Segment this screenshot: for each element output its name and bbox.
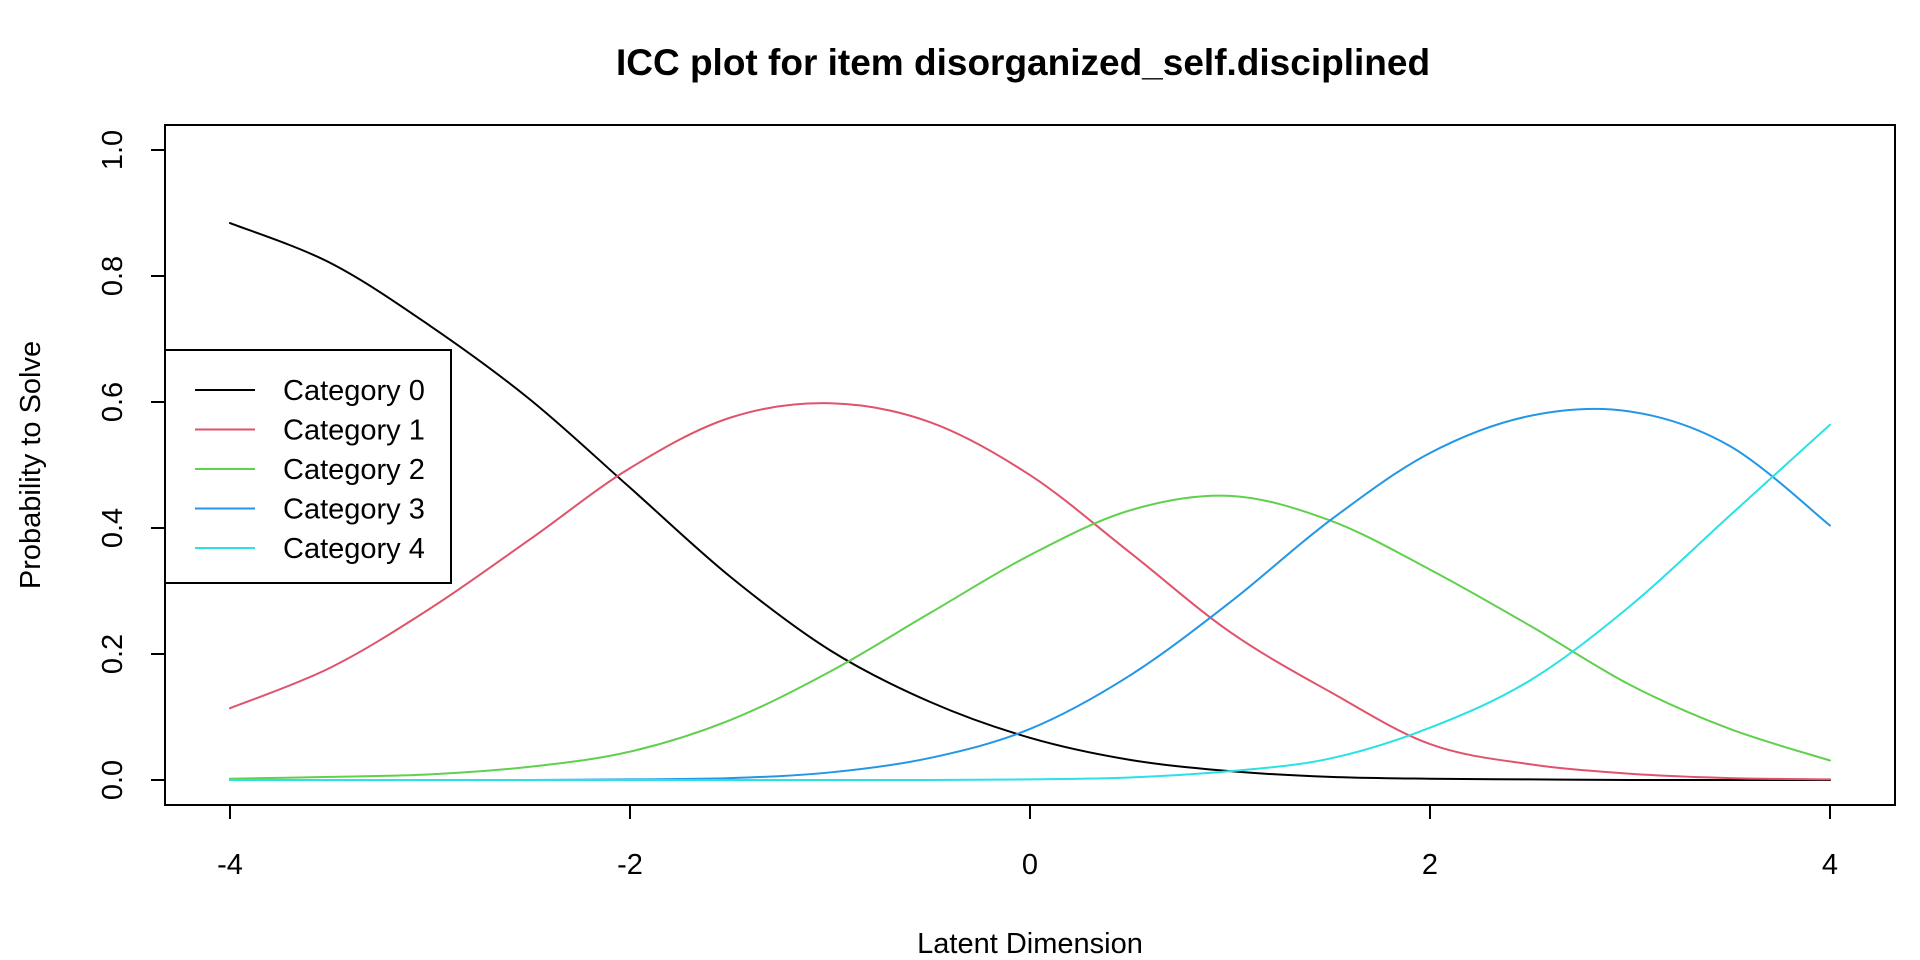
- series-line-category-3: [229, 407, 1831, 782]
- legend-label-category-2: Category 2: [283, 454, 425, 486]
- y-tick-label: 1.0: [97, 130, 129, 170]
- x-axis-label: Latent Dimension: [917, 928, 1143, 960]
- y-tick-label: 0.8: [97, 256, 129, 296]
- y-tick-label: 0.2: [97, 634, 129, 674]
- series-layer: [229, 222, 1831, 782]
- series-line-category-2: [229, 494, 1831, 780]
- legend: Category 0 Category 1 Category 2 Category 3…: [164, 349, 452, 584]
- x-tick-label: 2: [1422, 849, 1438, 881]
- legend-label-category-3: Category 3: [283, 494, 425, 526]
- legend-box: [164, 349, 452, 584]
- x-tick-label: 0: [1022, 849, 1038, 881]
- legend-label-category-1: Category 1: [283, 415, 425, 447]
- x-axis: -4 -2 0 2 4: [217, 804, 1838, 881]
- series-line-category-1: [229, 402, 1831, 781]
- x-tick-label: -4: [217, 849, 243, 881]
- x-tick-label: 4: [1822, 849, 1838, 881]
- series-line-category-4: [229, 423, 1831, 782]
- y-tick-label: 0.4: [97, 508, 129, 548]
- x-tick-label: -2: [617, 849, 643, 881]
- series-line-category-0: [229, 222, 1831, 782]
- y-tick-label: 0.0: [97, 760, 129, 800]
- legend-label-category-4: Category 4: [283, 533, 425, 565]
- legend-label-category-0: Category 0: [283, 375, 425, 407]
- chart-title: ICC plot for item disorganized_self.disc…: [616, 42, 1430, 83]
- y-axis-label: Probability to Solve: [15, 341, 47, 589]
- y-tick-label: 0.6: [97, 382, 129, 422]
- y-axis: 0.0 0.2 0.4 0.6 0.8 1.0: [97, 130, 166, 800]
